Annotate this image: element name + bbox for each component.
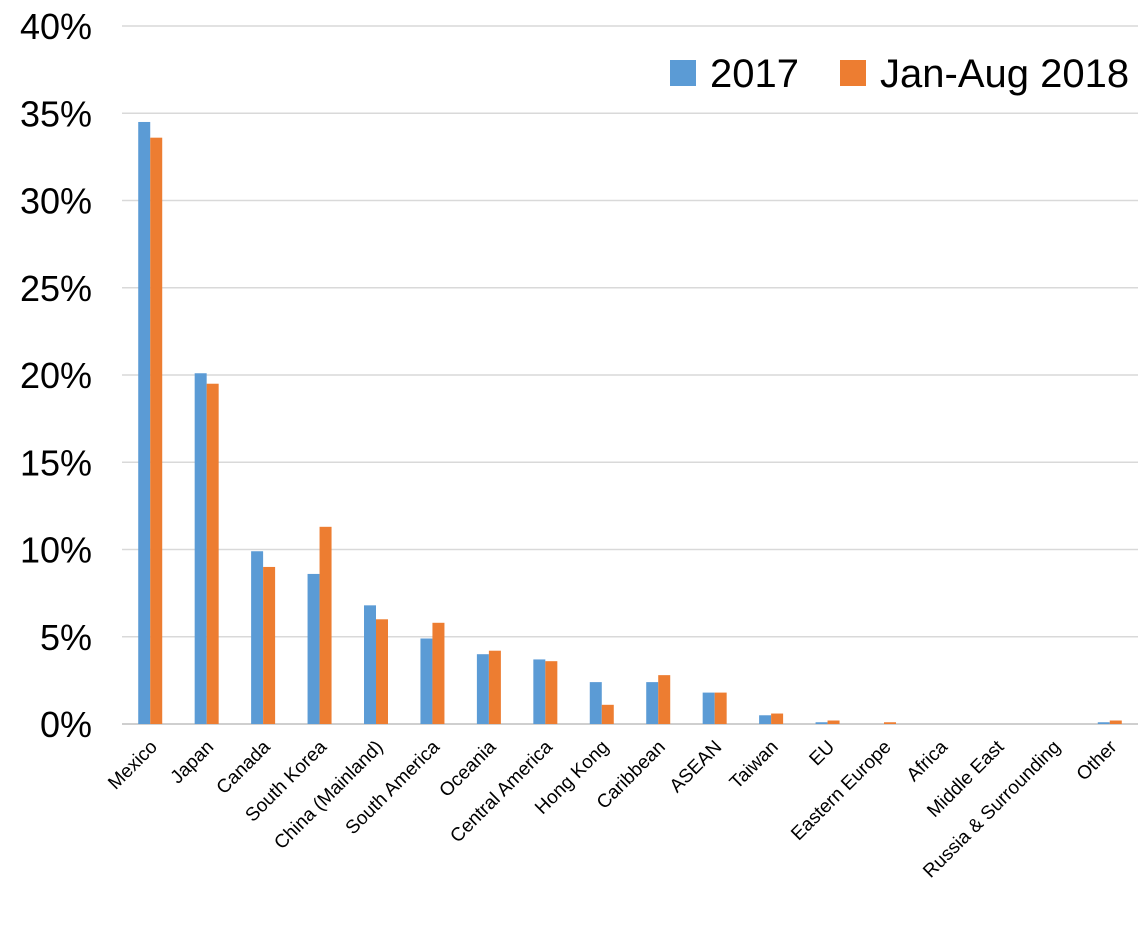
bar-series-2-oceania bbox=[488, 650, 501, 724]
legend-swatch bbox=[840, 60, 866, 86]
x-tick-label: Other bbox=[1073, 736, 1122, 785]
bar-series-1-caribbean bbox=[646, 682, 659, 724]
bar-series-2-china-mainland- bbox=[376, 619, 388, 724]
y-tick-label: 20% bbox=[20, 355, 92, 396]
bar-series-1-other bbox=[1097, 722, 1110, 724]
bar-series-2-canada bbox=[263, 566, 276, 724]
bar-series-2-mexico bbox=[150, 137, 163, 724]
bar-series-1-central-america bbox=[533, 659, 546, 724]
bar-series-2-other bbox=[1109, 720, 1122, 724]
gridlines bbox=[122, 25, 1138, 725]
bar-series-2-eastern-europe bbox=[884, 722, 896, 724]
bar-series-1-canada bbox=[251, 551, 264, 724]
x-tick-label: Central America bbox=[446, 736, 557, 847]
y-tick-label: 40% bbox=[20, 6, 92, 47]
bar-series-1-eu bbox=[815, 722, 828, 724]
bar-series-1-oceania bbox=[476, 654, 489, 724]
y-tick-label: 30% bbox=[20, 181, 92, 222]
x-tick-label: Africa bbox=[903, 736, 952, 785]
x-tick-label: Taiwan bbox=[726, 737, 783, 794]
bar-series-2-central-america bbox=[545, 661, 558, 724]
bar-series-2-asean bbox=[714, 692, 727, 724]
y-tick-label: 25% bbox=[20, 268, 92, 309]
y-tick-label: 10% bbox=[20, 530, 92, 571]
x-tick-label: Eastern Europe bbox=[787, 737, 895, 845]
legend-swatch bbox=[670, 60, 696, 86]
bar-series-1-south-america bbox=[420, 638, 433, 724]
y-tick-label: 0% bbox=[40, 704, 92, 745]
x-tick-label: ASEAN bbox=[666, 737, 726, 797]
bar-series-1-south-korea bbox=[307, 573, 320, 724]
y-tick-label: 5% bbox=[40, 617, 92, 658]
legend: 2017 Jan-Aug 2018 bbox=[670, 52, 1129, 96]
bar-series-1-china-mainland- bbox=[364, 605, 376, 724]
bar-series-1-hong-kong bbox=[589, 682, 602, 724]
y-axis-ticks: 0% 5% 10% 15% 20% 25% 30% 35% 40% bbox=[20, 6, 92, 745]
bar-series-1-taiwan bbox=[759, 715, 772, 724]
bar-series-1-asean bbox=[702, 692, 715, 724]
bar-series-2-eu bbox=[827, 720, 840, 724]
bar-series-2-taiwan bbox=[771, 713, 784, 724]
legend-label: 2017 bbox=[710, 52, 799, 96]
bar-series-2-south-america bbox=[432, 622, 445, 724]
bar-series-2-caribbean bbox=[658, 675, 671, 724]
bar-series-2-japan bbox=[206, 383, 219, 724]
bars bbox=[138, 121, 1122, 725]
bar-series-1-japan bbox=[194, 373, 207, 724]
y-tick-label: 15% bbox=[20, 442, 92, 483]
bar-series-1-mexico bbox=[138, 121, 151, 725]
bar-series-2-hong-kong bbox=[601, 704, 614, 724]
x-tick-label: Japan bbox=[167, 737, 218, 788]
x-tick-label: Mexico bbox=[104, 737, 161, 794]
y-tick-label: 35% bbox=[20, 93, 92, 134]
x-tick-label: EU bbox=[806, 737, 840, 771]
legend-label: Jan-Aug 2018 bbox=[880, 52, 1129, 96]
bar-series-2-south-korea bbox=[319, 526, 332, 724]
